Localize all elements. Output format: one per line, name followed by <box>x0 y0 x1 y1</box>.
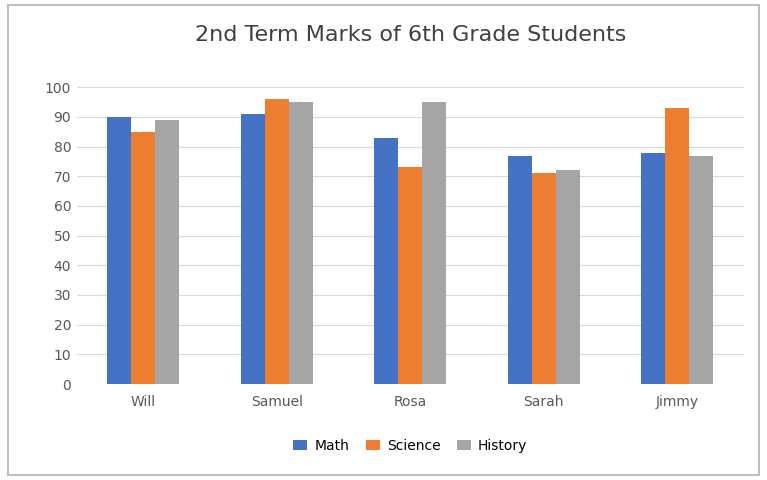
Bar <box>423 102 446 384</box>
Bar <box>665 108 690 384</box>
Bar <box>289 102 313 384</box>
Bar <box>641 153 665 384</box>
Bar <box>556 170 580 384</box>
Bar <box>107 117 131 384</box>
Legend: Math, Science, History: Math, Science, History <box>288 433 533 458</box>
Bar <box>156 120 179 384</box>
Bar <box>690 156 713 384</box>
Bar <box>508 156 532 384</box>
Bar <box>374 138 398 384</box>
Bar <box>241 114 265 384</box>
Bar <box>131 132 156 384</box>
Title: 2nd Term Marks of 6th Grade Students: 2nd Term Marks of 6th Grade Students <box>195 25 626 45</box>
Bar <box>265 99 289 384</box>
Bar <box>398 168 423 384</box>
Bar <box>532 173 556 384</box>
